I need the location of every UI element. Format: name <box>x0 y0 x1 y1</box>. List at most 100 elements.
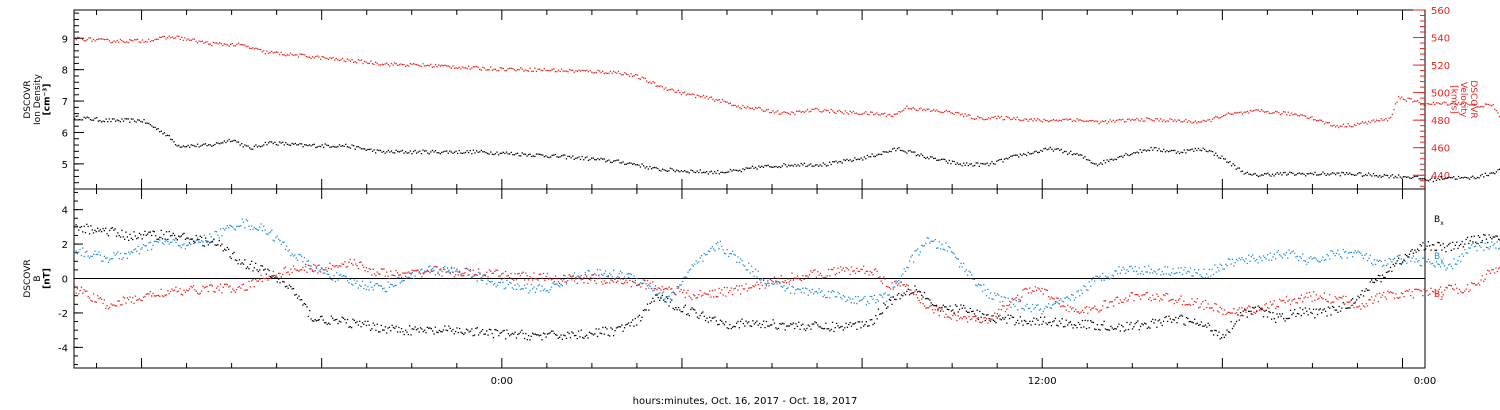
data-point <box>595 328 597 330</box>
data-point <box>1212 151 1214 153</box>
data-point <box>338 265 341 267</box>
data-point <box>413 270 415 272</box>
data-point <box>944 306 946 308</box>
data-point <box>1091 279 1093 281</box>
data-point <box>85 40 87 42</box>
data-point <box>126 257 128 259</box>
data-point <box>315 267 318 269</box>
data-point <box>411 153 413 155</box>
data-point <box>129 39 131 41</box>
data-point <box>639 166 642 168</box>
data-point <box>564 275 566 277</box>
data-point <box>401 64 404 66</box>
data-point <box>1259 110 1261 113</box>
data-point <box>1245 258 1247 260</box>
data-point <box>1230 263 1232 265</box>
data-point <box>1464 249 1466 251</box>
data-point <box>486 283 488 285</box>
data-point <box>490 151 492 153</box>
data-point <box>1248 173 1250 175</box>
data-point <box>541 339 543 341</box>
data-point <box>572 69 574 71</box>
data-point <box>403 272 405 274</box>
data-point <box>168 243 170 245</box>
data-point <box>255 262 257 264</box>
data-point <box>652 81 654 83</box>
data-point <box>384 152 386 154</box>
data-point <box>222 44 224 47</box>
data-point <box>507 68 509 70</box>
data-point <box>761 278 763 280</box>
data-point <box>429 271 431 274</box>
data-point <box>1084 319 1086 322</box>
data-point <box>826 296 828 299</box>
data-point <box>191 238 193 240</box>
data-point <box>634 282 636 284</box>
data-point <box>907 288 909 290</box>
data-point <box>205 237 207 239</box>
data-point <box>179 146 181 148</box>
data-point <box>176 239 178 241</box>
data-point <box>373 149 375 151</box>
data-point <box>1457 175 1460 178</box>
data-point <box>1380 176 1382 178</box>
legend-subscript: y <box>1440 257 1444 264</box>
b-tick-label: 4 <box>62 206 68 217</box>
data-point <box>259 226 261 228</box>
data-point <box>493 153 495 156</box>
data-point <box>422 273 424 275</box>
data-point <box>587 337 589 339</box>
data-point <box>284 266 287 268</box>
data-point <box>811 108 813 110</box>
data-point <box>1052 118 1055 121</box>
data-point <box>252 270 254 272</box>
data-point <box>534 291 536 294</box>
data-point <box>846 299 849 301</box>
data-point <box>852 298 854 300</box>
data-point <box>1005 115 1007 118</box>
data-point <box>614 71 616 74</box>
data-point <box>745 107 747 109</box>
data-point <box>649 285 651 287</box>
data-point <box>82 231 84 233</box>
data-point <box>983 119 985 121</box>
data-point <box>1146 327 1148 329</box>
data-point <box>877 153 880 155</box>
data-point <box>368 289 370 291</box>
data-point <box>973 278 976 280</box>
data-point <box>245 289 247 291</box>
data-point <box>1273 318 1275 320</box>
data-point <box>1443 247 1446 249</box>
data-point <box>824 109 826 111</box>
data-point <box>1106 276 1108 279</box>
data-point <box>354 148 356 150</box>
data-point <box>551 68 553 71</box>
data-point <box>1434 177 1436 179</box>
data-point <box>1079 295 1081 297</box>
data-point <box>1056 148 1058 150</box>
data-point <box>315 56 317 58</box>
data-point <box>155 235 157 237</box>
data-point <box>581 69 583 71</box>
data-point <box>438 64 440 66</box>
data-point <box>234 291 237 293</box>
data-point <box>1479 236 1481 238</box>
data-point <box>910 256 912 258</box>
data-point <box>527 70 530 72</box>
data-point <box>736 106 738 108</box>
data-point <box>950 162 952 165</box>
data-point <box>1235 168 1237 170</box>
data-point <box>1272 256 1274 258</box>
data-point <box>1056 301 1058 303</box>
data-point <box>1112 275 1115 277</box>
data-point <box>434 64 437 66</box>
data-point <box>989 118 992 120</box>
data-point <box>874 113 876 115</box>
data-point <box>742 264 744 266</box>
data-point <box>1208 268 1211 271</box>
data-point <box>966 115 968 117</box>
data-point <box>862 113 864 115</box>
data-point <box>125 231 127 233</box>
data-point <box>894 298 896 300</box>
data-point <box>748 107 750 109</box>
